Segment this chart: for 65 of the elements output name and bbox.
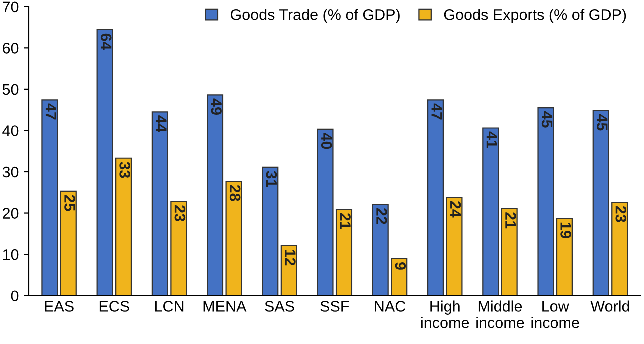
data-label: 9 <box>395 262 406 270</box>
x-tick-label: High income <box>422 300 470 328</box>
y-tick-label: 30 <box>2 166 19 178</box>
bar <box>262 166 279 296</box>
legend-label: Goods Trade (% of GDP) <box>230 9 400 24</box>
bar <box>42 100 58 296</box>
data-label: 25 <box>64 195 76 212</box>
x-tick-label: LCN <box>156 301 184 312</box>
bar <box>391 258 408 296</box>
data-label: 41 <box>486 132 498 148</box>
x-tick-label: SAS <box>265 301 294 312</box>
data-label: 31 <box>266 171 278 188</box>
x-tick-label: EAS <box>45 301 74 312</box>
bar <box>446 197 463 296</box>
bar <box>336 209 353 296</box>
bar <box>427 100 444 296</box>
x-tick-label: World <box>590 300 630 312</box>
bar <box>538 107 554 296</box>
bar <box>556 218 573 296</box>
data-label: 64 <box>100 34 112 50</box>
data-label: 21 <box>506 212 516 229</box>
data-label: 44 <box>156 116 167 132</box>
data-label: 45 <box>542 112 553 128</box>
data-label: 28 <box>230 185 241 202</box>
y-tick-label: 20 <box>3 208 19 219</box>
bar <box>60 190 77 296</box>
y-tick-label: 70 <box>3 2 19 13</box>
data-label: 24 <box>450 201 462 218</box>
bar <box>482 128 500 296</box>
data-label: 33 <box>120 162 130 178</box>
data-label: 40 <box>321 133 332 150</box>
y-tick-label: 0 <box>11 290 19 302</box>
data-label: 21 <box>340 213 351 230</box>
y-tick-label: 40 <box>2 126 19 136</box>
data-label: 47 <box>432 104 442 120</box>
data-label: 49 <box>211 98 222 115</box>
x-tick-label: NAC <box>375 301 406 312</box>
bar <box>501 208 518 296</box>
y-tick-label: 60 <box>3 43 19 54</box>
bar <box>372 204 389 296</box>
bar <box>116 158 132 296</box>
data-label: 22 <box>376 208 388 224</box>
x-tick-label: Middle income <box>476 300 524 328</box>
bar <box>592 110 610 296</box>
x-tick-label: ECS <box>100 301 130 312</box>
data-label: 23 <box>616 206 627 222</box>
bar <box>280 245 298 296</box>
bar <box>226 180 242 296</box>
bar <box>152 112 168 296</box>
bar <box>317 128 334 296</box>
legend-label: Goods Exports (% of GDP) <box>444 9 626 24</box>
data-label: 19 <box>560 222 572 238</box>
bar <box>612 202 628 296</box>
x-tick-label: SSF <box>320 301 350 312</box>
data-label: 12 <box>285 250 296 266</box>
data-label: 23 <box>174 206 186 222</box>
bar <box>170 201 188 296</box>
x-tick-label: MENA <box>204 301 247 312</box>
bar <box>207 94 224 296</box>
data-label: 45 <box>596 114 608 131</box>
x-tick-label: Low income <box>532 301 580 328</box>
y-tick-label: 10 <box>3 249 19 260</box>
y-tick-label: 50 <box>2 84 19 96</box>
bar <box>96 29 114 296</box>
data-label: 47 <box>46 104 56 120</box>
